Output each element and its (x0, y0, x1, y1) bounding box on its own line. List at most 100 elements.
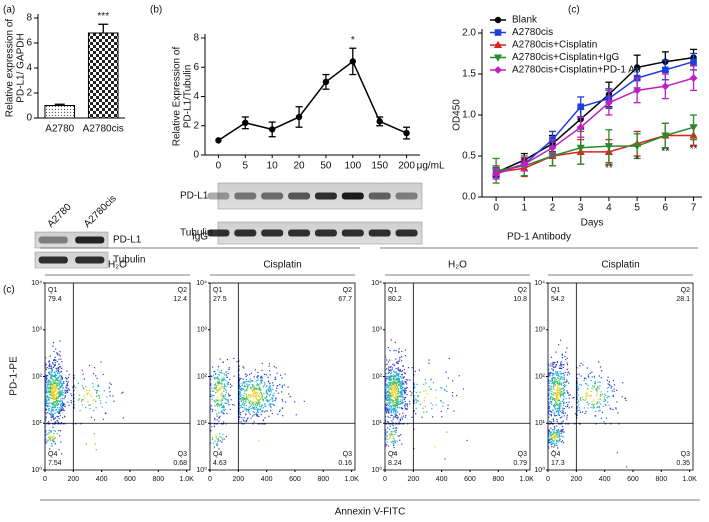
event-dot (394, 375, 395, 376)
event-dot (245, 400, 246, 401)
event-dot (388, 370, 389, 371)
x-tick-label: 100 (344, 161, 361, 172)
event-dot (399, 414, 400, 415)
event-dot (561, 436, 562, 437)
event-dot (401, 391, 402, 392)
event-dot (53, 417, 54, 418)
y-tick-label: 10⁰ (31, 466, 42, 474)
event-dot (55, 380, 56, 381)
event-dot (288, 387, 289, 388)
event-dot (552, 381, 553, 382)
event-dot (597, 403, 598, 404)
event-dot (560, 401, 561, 402)
event-dot (53, 399, 54, 400)
event-dot (90, 395, 91, 396)
event-dot (244, 399, 245, 400)
event-dot (263, 407, 264, 408)
y-tick-label: 10⁰ (534, 466, 545, 474)
x-tick-label: A2780cis (83, 124, 124, 135)
blot-band (234, 193, 256, 200)
event-dot (389, 389, 390, 390)
event-dot (221, 388, 222, 389)
event-dot (90, 404, 91, 405)
event-dot (441, 411, 442, 412)
y-tick-label: 10¹ (197, 420, 208, 427)
event-dot (392, 431, 393, 432)
blot-band (342, 230, 364, 237)
event-dot (401, 351, 402, 352)
event-dot (393, 350, 394, 351)
event-dot (559, 391, 560, 392)
event-dot (226, 392, 227, 393)
event-dot (82, 404, 83, 405)
event-dot (585, 400, 586, 401)
event-dot (271, 397, 272, 398)
event-dot (552, 397, 553, 398)
event-dot (393, 441, 394, 442)
event-dot (397, 441, 398, 442)
event-dot (410, 379, 411, 380)
event-dot (50, 391, 51, 392)
event-dot (52, 413, 53, 414)
event-dot (393, 445, 394, 446)
event-dot (240, 396, 241, 397)
event-dot (270, 389, 271, 390)
event-dot (388, 416, 389, 417)
event-dot (562, 440, 563, 441)
event-dot (290, 396, 291, 397)
marker (350, 59, 355, 64)
event-dot (223, 391, 224, 392)
event-dot (47, 367, 48, 368)
event-dot (266, 386, 267, 387)
event-dot (304, 401, 305, 402)
event-dot (94, 367, 95, 368)
event-dot (396, 374, 397, 375)
event-dot (401, 407, 402, 408)
event-dot (550, 401, 551, 402)
event-dot (550, 439, 551, 440)
event-dot (47, 385, 48, 386)
event-dot (587, 404, 588, 405)
event-dot (50, 411, 51, 412)
event-dot (389, 429, 390, 430)
event-dot (563, 390, 564, 391)
event-dot (215, 401, 216, 402)
event-dot (389, 406, 390, 407)
event-dot (564, 403, 565, 404)
event-dot (210, 429, 211, 430)
event-dot (561, 365, 562, 366)
event-dot (216, 437, 217, 438)
event-dot (566, 390, 567, 391)
event-dot (567, 369, 568, 370)
event-dot (212, 367, 213, 368)
marker (690, 75, 696, 81)
event-dot (272, 389, 273, 390)
event-dot (242, 366, 243, 367)
event-dot (49, 399, 50, 400)
event-dot (48, 421, 49, 422)
event-dot (265, 405, 266, 406)
event-dot (86, 443, 87, 444)
event-dot (247, 381, 248, 382)
event-dot (596, 395, 597, 396)
event-dot (70, 393, 71, 394)
event-dot (215, 441, 216, 442)
event-dot (260, 398, 261, 399)
event-dot (281, 391, 282, 392)
event-dot (264, 417, 265, 418)
event-dot (249, 381, 250, 382)
event-dot (407, 387, 408, 388)
event-dot (45, 435, 46, 436)
event-dot (257, 415, 258, 416)
legend-label: Blank (512, 15, 538, 26)
marker (404, 130, 409, 135)
event-dot (242, 398, 243, 399)
event-dot (601, 377, 602, 378)
event-dot (89, 365, 90, 366)
event-dot (402, 402, 403, 403)
event-dot (417, 396, 418, 397)
event-dot (219, 388, 220, 389)
event-dot (554, 386, 555, 387)
event-dot (216, 415, 217, 416)
blot-band (75, 257, 104, 264)
